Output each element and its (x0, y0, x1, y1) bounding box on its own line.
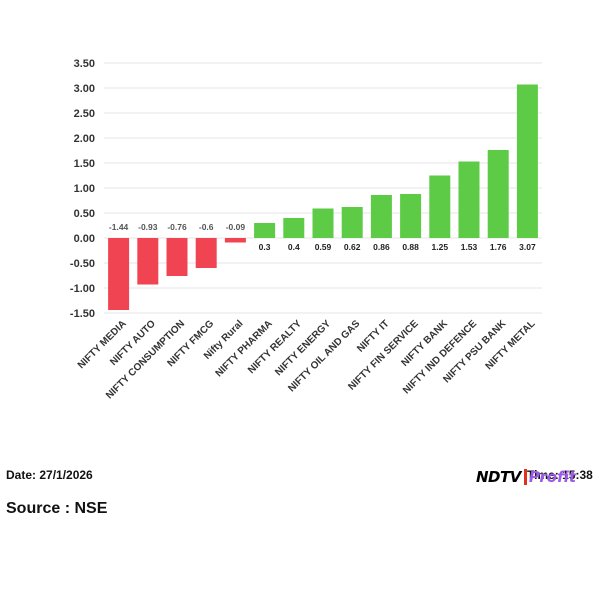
brand-separator (523, 469, 527, 485)
bar-value-label: 0.59 (315, 242, 332, 252)
data-labels: -1.44 -0.93 -0.76 -0.6 -0.09 0.3 0.4 0.59 0.62 0.… (109, 222, 536, 252)
bar-chart: -1.44 -0.93 -0.76 -0.6 -0.09 0.3 0.4 0.59 0.62 0.… (70, 58, 542, 402)
bar (137, 238, 159, 285)
bar (487, 150, 509, 238)
time-label: Time: 15:38 (527, 468, 593, 482)
y-axis-ticks: 3.50 3.00 2.50 2.00 1.50 1.00 0.50 0.00 -0.50 -1.… (70, 58, 95, 320)
bar (458, 161, 480, 238)
bar (341, 207, 363, 238)
bar (370, 195, 392, 238)
ndtv-profit-logo: NDTV Profit (476, 466, 576, 488)
bar-value-label: 0.62 (344, 242, 361, 252)
bar (166, 238, 188, 276)
bar-value-label: 1.53 (461, 242, 478, 252)
source-label: Source : NSE (6, 500, 108, 517)
gridlines (104, 62, 542, 314)
bar-value-label: 0.3 (259, 242, 271, 252)
bar-value-label: -0.76 (167, 222, 187, 232)
bar (312, 208, 334, 238)
y-tick-label: 0.50 (74, 208, 95, 220)
y-tick-label: -0.50 (70, 258, 95, 270)
bar-value-label: -0.93 (138, 222, 158, 232)
y-tick-label: 3.00 (74, 83, 95, 95)
brand-profit: Profit (528, 468, 577, 486)
bar-value-label: -1.44 (109, 222, 129, 232)
y-tick-label: 1.50 (74, 158, 95, 170)
y-tick-label: 2.00 (74, 133, 95, 145)
bars (108, 84, 538, 310)
bar (400, 194, 422, 238)
bar-value-label: 0.88 (402, 242, 419, 252)
bar-value-label: 0.86 (373, 242, 390, 252)
bar (108, 238, 130, 310)
y-tick-label: 3.50 (74, 58, 95, 70)
y-tick-label: 2.50 (74, 108, 95, 120)
y-tick-label: -1.00 (70, 283, 95, 295)
x-tick-label: NIFTY MEDIA (76, 318, 129, 371)
bar-value-label: 0.4 (288, 242, 300, 252)
bar (516, 84, 538, 238)
bar-value-label: -0.6 (199, 222, 214, 232)
bar-value-label: -0.09 (226, 222, 246, 232)
bar (224, 238, 246, 243)
bar-value-label: 1.25 (432, 242, 449, 252)
bar (429, 175, 451, 238)
brand-ndtv: NDTV (476, 468, 521, 486)
bar-value-label: 3.07 (519, 242, 536, 252)
y-tick-label: 0.00 (74, 233, 95, 245)
y-tick-label: 1.00 (74, 183, 95, 195)
y-tick-label: -1.50 (70, 308, 95, 320)
bar (283, 218, 305, 238)
bar-value-label: 1.76 (490, 242, 507, 252)
bar (254, 223, 276, 238)
date-label: Date: 27/1/2026 (6, 468, 93, 482)
bar (195, 238, 217, 268)
